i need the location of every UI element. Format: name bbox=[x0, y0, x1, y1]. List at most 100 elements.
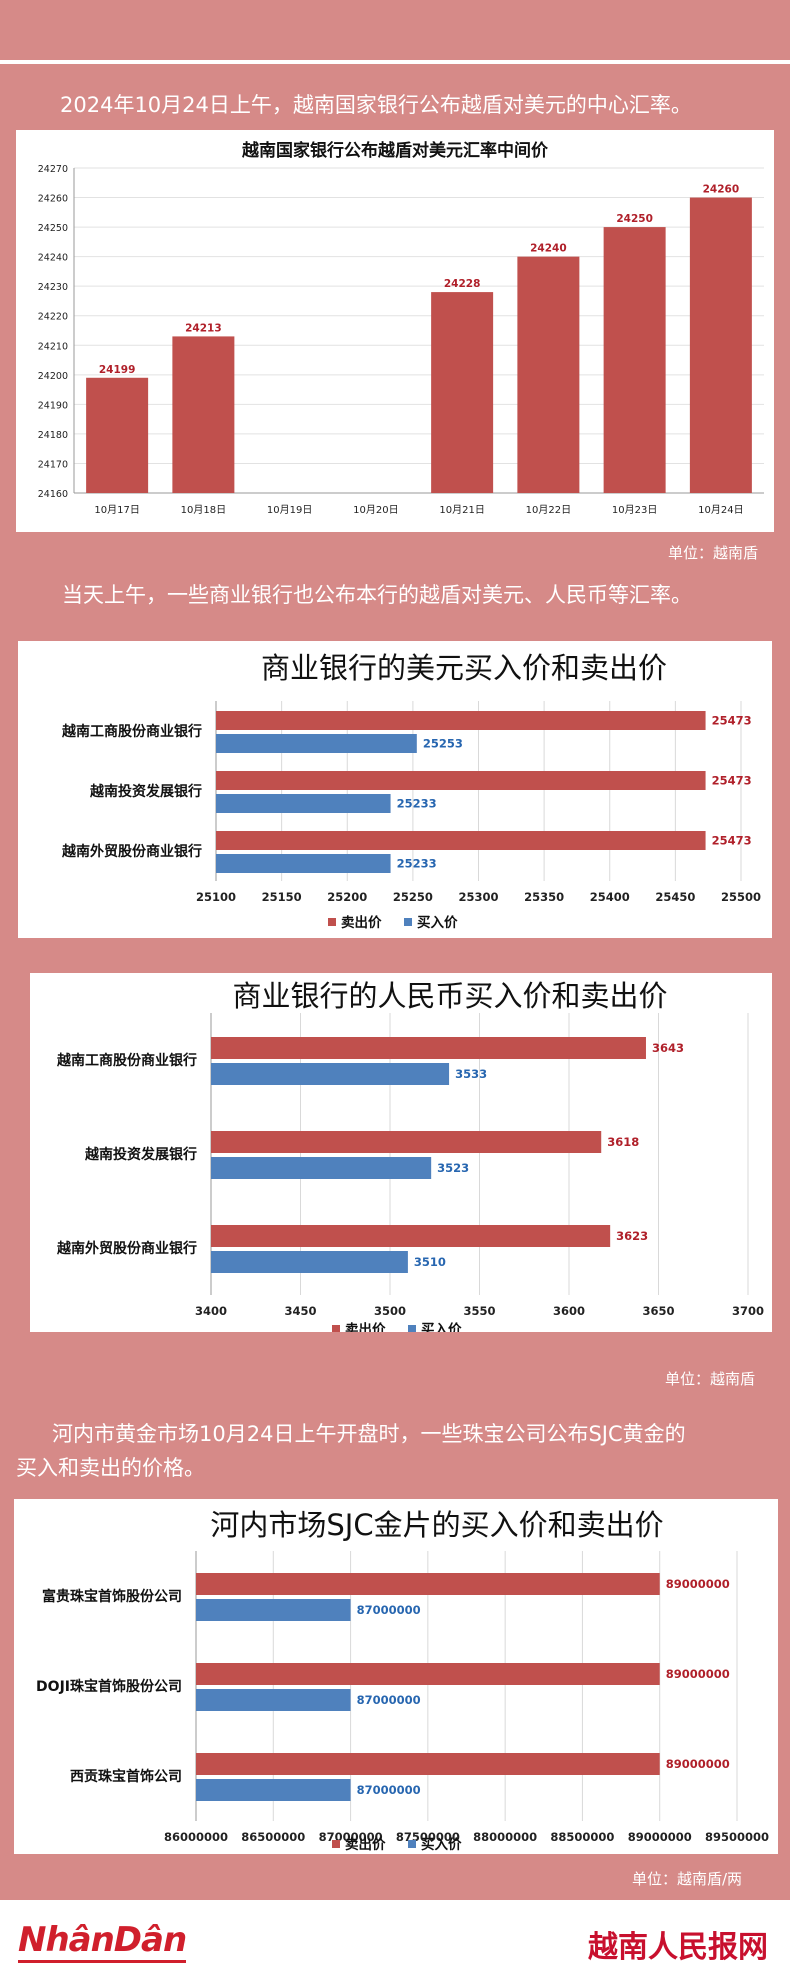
data-label: 25473 bbox=[712, 834, 752, 848]
x-tick-label: 10月24日 bbox=[698, 504, 743, 516]
bar bbox=[211, 1157, 432, 1179]
x-tick-label: 3650 bbox=[642, 1304, 674, 1318]
legend-label: 卖出价 bbox=[345, 1321, 386, 1332]
intro-text-1: 2024年10月24日上午，越南国家银行公布越盾对美元的中心汇率。 bbox=[60, 93, 692, 117]
x-tick-label: 10月21日 bbox=[439, 504, 484, 516]
bar bbox=[196, 1599, 351, 1621]
bar bbox=[689, 197, 752, 493]
data-label: 25253 bbox=[423, 737, 463, 751]
x-tick-label: 25500 bbox=[721, 890, 761, 904]
y-tick-label: 24250 bbox=[38, 223, 68, 234]
y-tick-label: 24200 bbox=[38, 371, 68, 382]
chart-gold-prices: 河内市场SJC金片的买入价和卖出价 86000000 86500000 8700000… bbox=[36, 1508, 769, 1853]
x-tick-label: 86000000 bbox=[164, 1830, 228, 1844]
x-tick-label: 10月19日 bbox=[267, 504, 312, 516]
bar bbox=[196, 1753, 660, 1775]
x-tick-label: 25150 bbox=[262, 890, 302, 904]
chart-title: 河内市场SJC金片的买入价和卖出价 bbox=[210, 1508, 663, 1542]
top-divider bbox=[0, 60, 790, 64]
bar bbox=[211, 1131, 602, 1153]
bar bbox=[196, 1573, 660, 1595]
bar bbox=[196, 1779, 351, 1801]
y-tick-label: 24160 bbox=[38, 489, 68, 500]
category-label: 越南外贸股份商业银行 bbox=[61, 843, 202, 860]
category-label: DOJI珠宝首饰股份公司 bbox=[36, 1678, 182, 1695]
legend-label: 买入价 bbox=[421, 1837, 462, 1853]
data-label: 24240 bbox=[530, 243, 567, 255]
data-label: 89000000 bbox=[666, 1757, 730, 1771]
bar bbox=[211, 1251, 408, 1273]
chart-title: 商业银行的美元买入价和卖出价 bbox=[261, 651, 667, 685]
legend-swatch bbox=[408, 1325, 416, 1333]
intro-text-2: 当天上午，一些商业银行也公布本行的越盾对美元、人民币等汇率。 bbox=[62, 583, 692, 607]
footer: NhânDân 越南人民报网 bbox=[0, 1900, 790, 1975]
y-tick-label: 24270 bbox=[38, 164, 68, 175]
bar bbox=[216, 734, 417, 753]
data-label: 87000000 bbox=[357, 1693, 421, 1707]
x-tick-label: 25350 bbox=[524, 890, 564, 904]
bar bbox=[86, 377, 149, 493]
legend-label: 买入价 bbox=[421, 1322, 462, 1332]
x-tick-label: 25100 bbox=[196, 890, 236, 904]
legend-swatch bbox=[332, 1840, 340, 1848]
data-label: 25473 bbox=[712, 714, 752, 728]
x-tick-label: 10月22日 bbox=[526, 504, 571, 516]
chart-usd-rates: 商业银行的美元买入价和卖出价 25100 25150 25200 25250 25300 2… bbox=[61, 651, 761, 931]
category-label: 富贵珠宝首饰股份公司 bbox=[42, 1588, 182, 1605]
category-label: 越南投资发展银行 bbox=[84, 1146, 197, 1163]
bar bbox=[172, 336, 235, 493]
x-tick-label: 86500000 bbox=[241, 1830, 305, 1844]
y-tick-label: 24240 bbox=[38, 253, 68, 264]
legend-label: 卖出价 bbox=[345, 1836, 386, 1853]
x-tick-label: 3450 bbox=[284, 1304, 316, 1318]
data-label: 3618 bbox=[607, 1135, 639, 1149]
bar bbox=[431, 292, 494, 493]
y-tick-label: 24170 bbox=[38, 459, 68, 470]
legend-swatch bbox=[408, 1840, 416, 1848]
data-label: 3533 bbox=[455, 1067, 487, 1081]
y-tick-label: 24180 bbox=[38, 430, 68, 441]
data-label: 89000000 bbox=[666, 1577, 730, 1591]
data-label: 3623 bbox=[616, 1229, 648, 1243]
x-tick-label: 10月17日 bbox=[94, 504, 139, 516]
nhandan-logo[interactable]: NhânDân bbox=[18, 1920, 187, 1963]
x-tick-label: 10月23日 bbox=[612, 504, 657, 516]
y-tick-label: 24190 bbox=[38, 400, 68, 411]
x-tick-label: 25450 bbox=[655, 890, 695, 904]
x-tick-label: 3500 bbox=[374, 1304, 406, 1318]
chart-cny-rates: 商业银行的人民币买入价和卖出价 3400 3450 3500 3550 3600 3650 3… bbox=[56, 979, 764, 1338]
site-logo[interactable]: 越南人民报网 bbox=[588, 1930, 768, 1965]
data-label: 3643 bbox=[652, 1041, 684, 1055]
intro-text-3b: 买入和卖出的价格。 bbox=[16, 1456, 205, 1480]
x-tick-label: 25200 bbox=[327, 890, 367, 904]
data-label: 3523 bbox=[437, 1161, 469, 1175]
data-label: 24213 bbox=[185, 322, 222, 334]
data-label: 24199 bbox=[99, 364, 136, 376]
y-tick-label: 24230 bbox=[38, 282, 68, 293]
chart-panel-gold: 河内市场SJC金片的买入价和卖出价 86000000 86500000 8700000… bbox=[14, 1499, 778, 1854]
chart-panel-central-rate: 越南国家银行公布越盾对美元汇率中间价 24160 24170 24180 24190 24… bbox=[16, 130, 774, 532]
data-label: 89000000 bbox=[666, 1667, 730, 1681]
chart-title: 商业银行的人民币买入价和卖出价 bbox=[232, 979, 667, 1013]
bar bbox=[196, 1663, 660, 1685]
legend-label: 买入价 bbox=[417, 915, 458, 931]
bar bbox=[517, 256, 580, 493]
data-label: 87000000 bbox=[357, 1603, 421, 1617]
x-tick-label: 25400 bbox=[590, 890, 630, 904]
data-label: 24250 bbox=[616, 213, 653, 225]
unit-label-3: 单位：越南盾/两 bbox=[632, 1870, 743, 1888]
category-label: 西贡珠宝首饰公司 bbox=[70, 1768, 182, 1785]
data-label: 3510 bbox=[414, 1255, 446, 1269]
data-label: 87000000 bbox=[357, 1783, 421, 1797]
data-label: 25233 bbox=[397, 797, 437, 811]
y-tick-label: 24210 bbox=[38, 341, 68, 352]
x-tick-label: 3600 bbox=[553, 1304, 585, 1318]
x-tick-label: 10月20日 bbox=[353, 504, 398, 516]
bar bbox=[603, 227, 666, 493]
legend-label: 卖出价 bbox=[341, 914, 382, 931]
x-tick-label: 3550 bbox=[463, 1304, 495, 1318]
bar bbox=[216, 794, 391, 813]
y-tick-label: 24220 bbox=[38, 312, 68, 323]
legend-swatch bbox=[332, 1325, 340, 1333]
data-label: 25233 bbox=[397, 857, 437, 871]
